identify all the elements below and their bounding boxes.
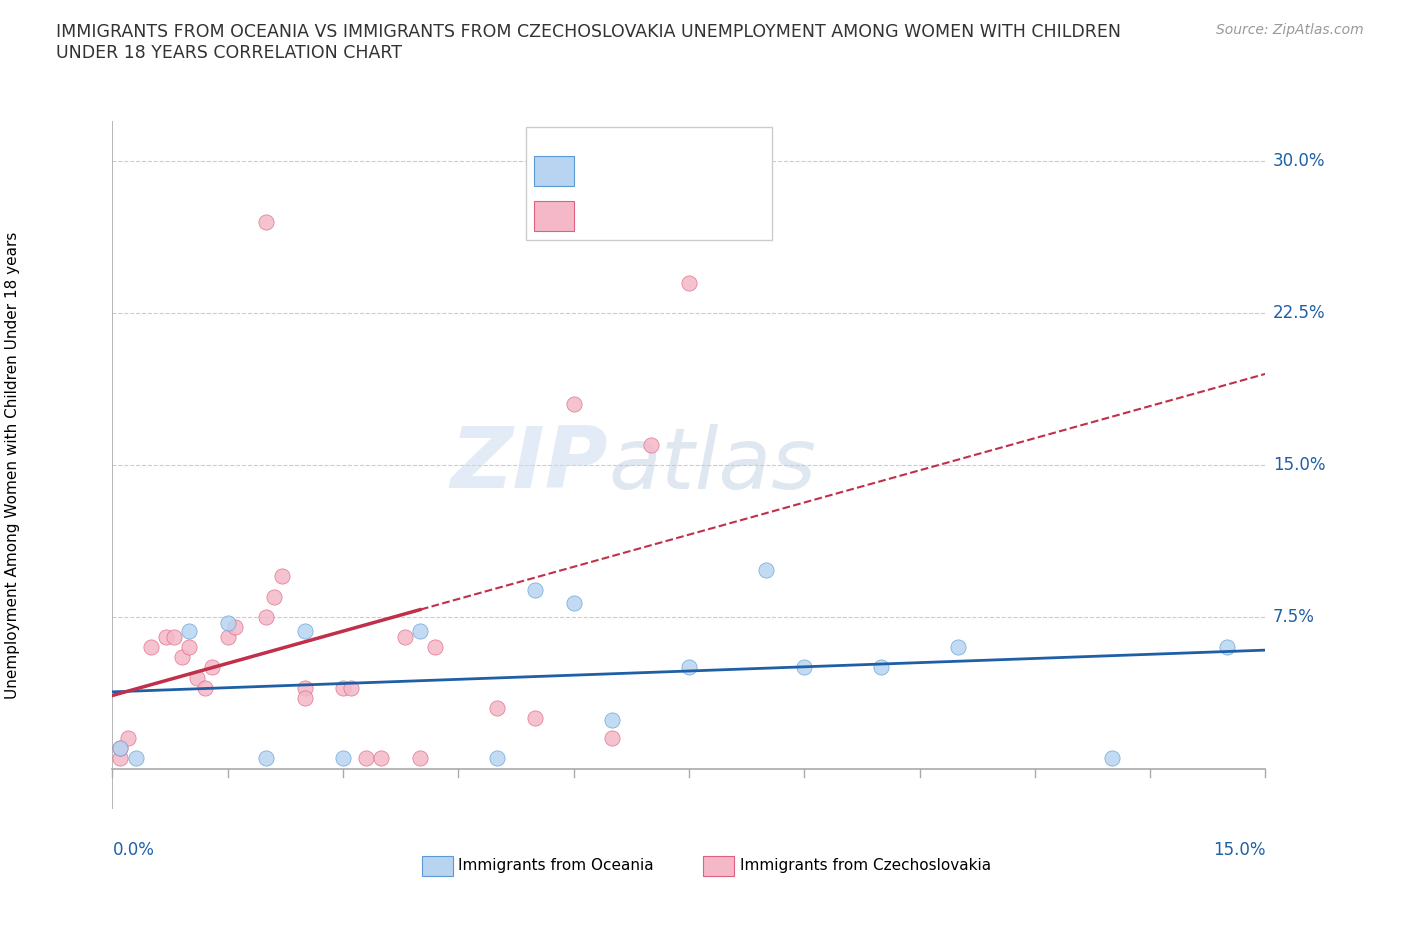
Point	[254, 215, 277, 230]
Point	[108, 751, 131, 766]
Text: Source: ZipAtlas.com: Source: ZipAtlas.com	[1216, 23, 1364, 37]
Point	[170, 650, 193, 665]
Point	[263, 589, 285, 604]
Point	[201, 660, 224, 675]
Point	[678, 275, 700, 290]
Point	[755, 563, 778, 578]
Text: N =: N =	[675, 162, 711, 180]
Point	[562, 595, 585, 610]
Text: 22.5%: 22.5%	[1272, 304, 1326, 322]
Text: 15.0%: 15.0%	[1272, 456, 1326, 474]
Text: N =: N =	[675, 206, 711, 225]
Point	[117, 731, 139, 746]
Text: Immigrants from Czechoslovakia: Immigrants from Czechoslovakia	[740, 858, 991, 873]
Point	[600, 731, 623, 746]
Point	[425, 640, 447, 655]
Point	[254, 609, 277, 624]
Point	[217, 630, 239, 644]
Point	[108, 741, 131, 756]
Point	[339, 680, 361, 695]
Point	[946, 640, 969, 655]
Text: atlas: atlas	[609, 423, 817, 507]
Point	[678, 660, 700, 675]
Point	[524, 711, 547, 725]
Point	[332, 751, 354, 766]
Text: R =: R =	[585, 206, 621, 225]
Point	[294, 690, 316, 705]
Point	[1101, 751, 1123, 766]
Point	[194, 680, 217, 695]
Text: 19: 19	[709, 162, 730, 180]
Point	[793, 660, 815, 675]
Point	[870, 660, 893, 675]
Point	[332, 680, 354, 695]
Point	[1216, 640, 1239, 655]
Point	[217, 616, 239, 631]
Point	[179, 623, 201, 638]
Text: 0.170: 0.170	[619, 206, 666, 225]
Point	[270, 569, 292, 584]
Point	[108, 741, 131, 756]
Point	[163, 630, 186, 644]
Point	[254, 751, 277, 766]
Point	[186, 671, 208, 685]
Text: Immigrants from Oceania: Immigrants from Oceania	[458, 858, 654, 873]
Point	[294, 623, 316, 638]
Point	[224, 619, 246, 634]
Point	[562, 397, 585, 412]
Text: 7.5%: 7.5%	[1272, 608, 1315, 626]
Text: ZIP: ZIP	[450, 423, 609, 507]
Text: 31: 31	[709, 206, 730, 225]
Text: 0.028: 0.028	[619, 162, 666, 180]
Text: Unemployment Among Women with Children Under 18 years: Unemployment Among Women with Children U…	[6, 232, 20, 698]
Point	[294, 680, 316, 695]
Point	[354, 751, 377, 766]
Text: IMMIGRANTS FROM OCEANIA VS IMMIGRANTS FROM CZECHOSLOVAKIA UNEMPLOYMENT AMONG WOM: IMMIGRANTS FROM OCEANIA VS IMMIGRANTS FR…	[56, 23, 1121, 62]
Text: 30.0%: 30.0%	[1272, 153, 1326, 170]
Point	[485, 700, 508, 715]
Point	[124, 751, 146, 766]
Point	[394, 630, 416, 644]
Point	[600, 712, 623, 727]
Text: 0.0%: 0.0%	[112, 842, 155, 859]
Point	[139, 640, 162, 655]
Point	[179, 640, 201, 655]
Point	[409, 623, 432, 638]
Text: 15.0%: 15.0%	[1213, 842, 1265, 859]
Text: R =: R =	[585, 162, 621, 180]
Point	[524, 583, 547, 598]
Point	[370, 751, 392, 766]
Point	[155, 630, 177, 644]
Point	[409, 751, 432, 766]
Point	[640, 437, 662, 452]
Point	[485, 751, 508, 766]
